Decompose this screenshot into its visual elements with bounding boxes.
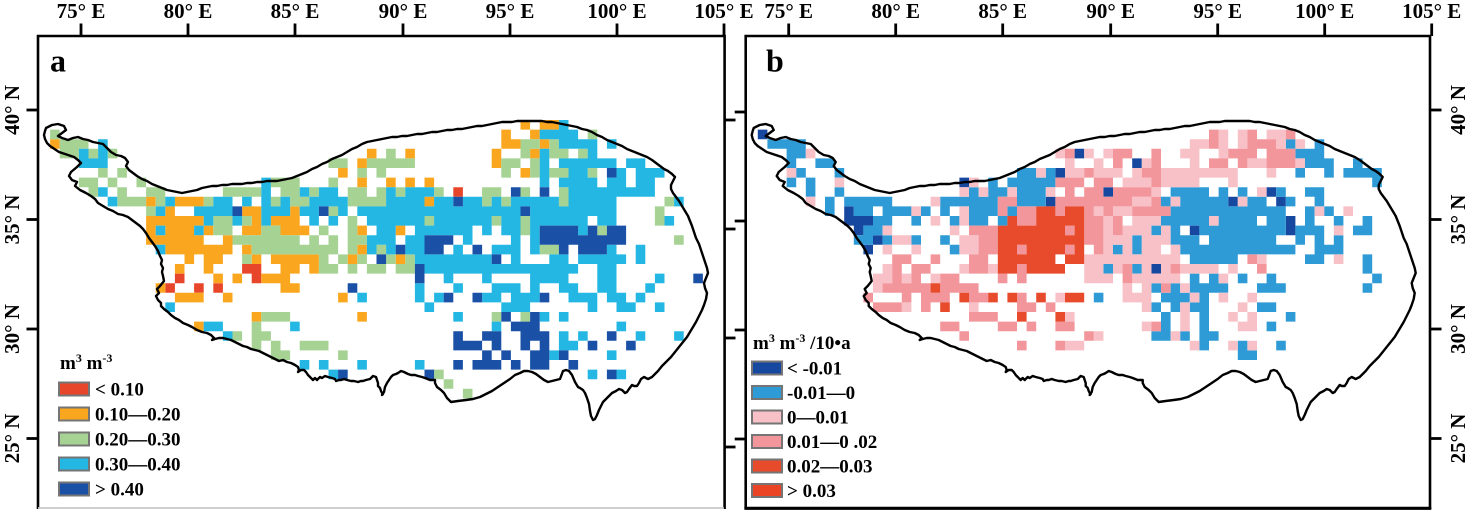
- svg-text:> 0.03: > 0.03: [787, 481, 836, 502]
- svg-text:100° E: 100° E: [1295, 0, 1354, 23]
- svg-text:b: b: [766, 43, 784, 79]
- svg-text:105° E: 105° E: [1402, 0, 1461, 23]
- svg-text:m3 m-3 /10•a: m3 m-3 /10•a: [753, 331, 851, 354]
- svg-text:a: a: [50, 43, 66, 79]
- svg-text:> 0.40: > 0.40: [95, 480, 144, 501]
- svg-text:90° E: 90° E: [1086, 0, 1135, 23]
- svg-text:-0.01—0: -0.01—0: [787, 383, 855, 404]
- svg-text:105° E: 105° E: [694, 0, 753, 23]
- svg-text:90° E: 90° E: [379, 0, 428, 23]
- svg-text:30° N: 30° N: [0, 304, 24, 354]
- svg-text:85° E: 85° E: [978, 0, 1027, 23]
- svg-text:0.30—0.40: 0.30—0.40: [95, 455, 181, 476]
- svg-text:m3 m-3: m3 m-3: [60, 351, 112, 374]
- svg-text:0.20—0.30: 0.20—0.30: [95, 430, 181, 451]
- svg-text:25° N: 25° N: [1446, 414, 1470, 464]
- svg-text:75° E: 75° E: [764, 0, 813, 23]
- svg-text:0.01—0 .02: 0.01—0 .02: [787, 432, 877, 453]
- svg-text:40° N: 40° N: [1446, 85, 1470, 135]
- svg-text:95° E: 95° E: [1193, 0, 1242, 23]
- svg-text:25° N: 25° N: [0, 414, 24, 464]
- svg-text:35° N: 35° N: [1446, 195, 1470, 245]
- svg-text:40° N: 40° N: [0, 85, 24, 135]
- svg-text:35° N: 35° N: [0, 195, 24, 245]
- svg-text:0.10—0.20: 0.10—0.20: [95, 405, 181, 426]
- svg-text:< 0.10: < 0.10: [95, 380, 144, 401]
- svg-text:85° E: 85° E: [271, 0, 320, 23]
- svg-text:< -0.01: < -0.01: [787, 359, 842, 380]
- svg-text:100° E: 100° E: [587, 0, 646, 23]
- svg-text:0—0.01: 0—0.01: [787, 408, 849, 429]
- svg-text:80° E: 80° E: [871, 0, 920, 23]
- svg-text:30° N: 30° N: [1446, 304, 1470, 354]
- svg-text:80° E: 80° E: [164, 0, 213, 23]
- svg-text:0.02—0.03: 0.02—0.03: [787, 457, 873, 478]
- svg-text:95° E: 95° E: [486, 0, 535, 23]
- svg-text:75° E: 75° E: [57, 0, 106, 23]
